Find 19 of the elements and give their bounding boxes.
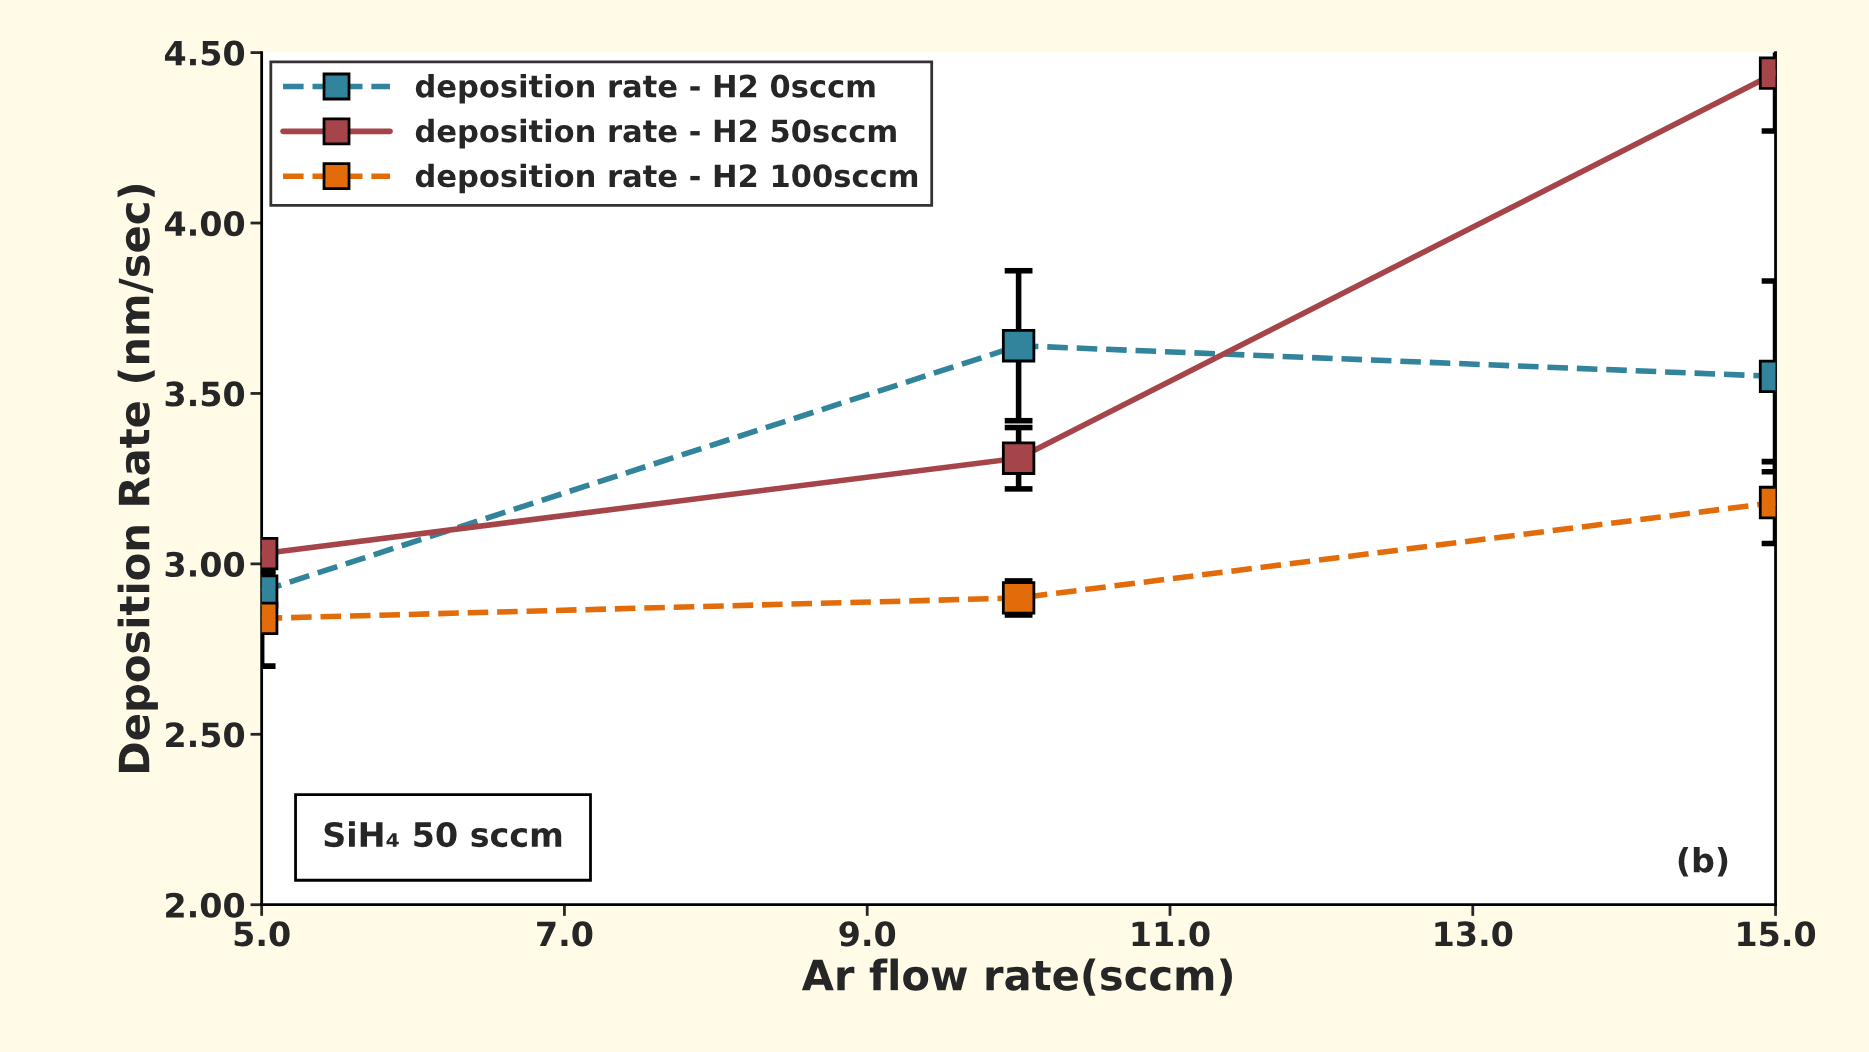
x-tick-label: 13.0 bbox=[1435, 921, 1513, 947]
y-tick-label: 3.00 bbox=[165, 551, 245, 578]
x-tick-label: 9.0 bbox=[839, 921, 896, 947]
y-tick-label: 2.00 bbox=[166, 892, 245, 918]
y-tick-label: 4.50 bbox=[164, 40, 245, 66]
legend-label: deposition rate - H2 100sccm bbox=[415, 163, 918, 194]
x-tick-label: 11.0 bbox=[1132, 921, 1210, 947]
y-tick-label: 2.50 bbox=[166, 722, 245, 748]
x-axis-title: Ar flow rate(sccm) bbox=[801, 958, 1232, 996]
annotation: (b) bbox=[1678, 846, 1728, 877]
y-tick-label: 4.00 bbox=[164, 210, 245, 237]
x-tick-label: 15.0 bbox=[1738, 921, 1816, 947]
x-tick-label: 7.0 bbox=[537, 921, 593, 947]
x-tick-label: 5.0 bbox=[234, 921, 290, 947]
legend-label: deposition rate - H2 50sccm bbox=[415, 118, 896, 149]
y-tick-label: 3.50 bbox=[165, 381, 245, 407]
y-axis-title: Deposition Rate (nm/sec) bbox=[117, 185, 158, 773]
annotation: SiH₄ 50 sccm bbox=[324, 821, 562, 848]
legend-label: deposition rate - H2 0sccm bbox=[415, 73, 875, 104]
